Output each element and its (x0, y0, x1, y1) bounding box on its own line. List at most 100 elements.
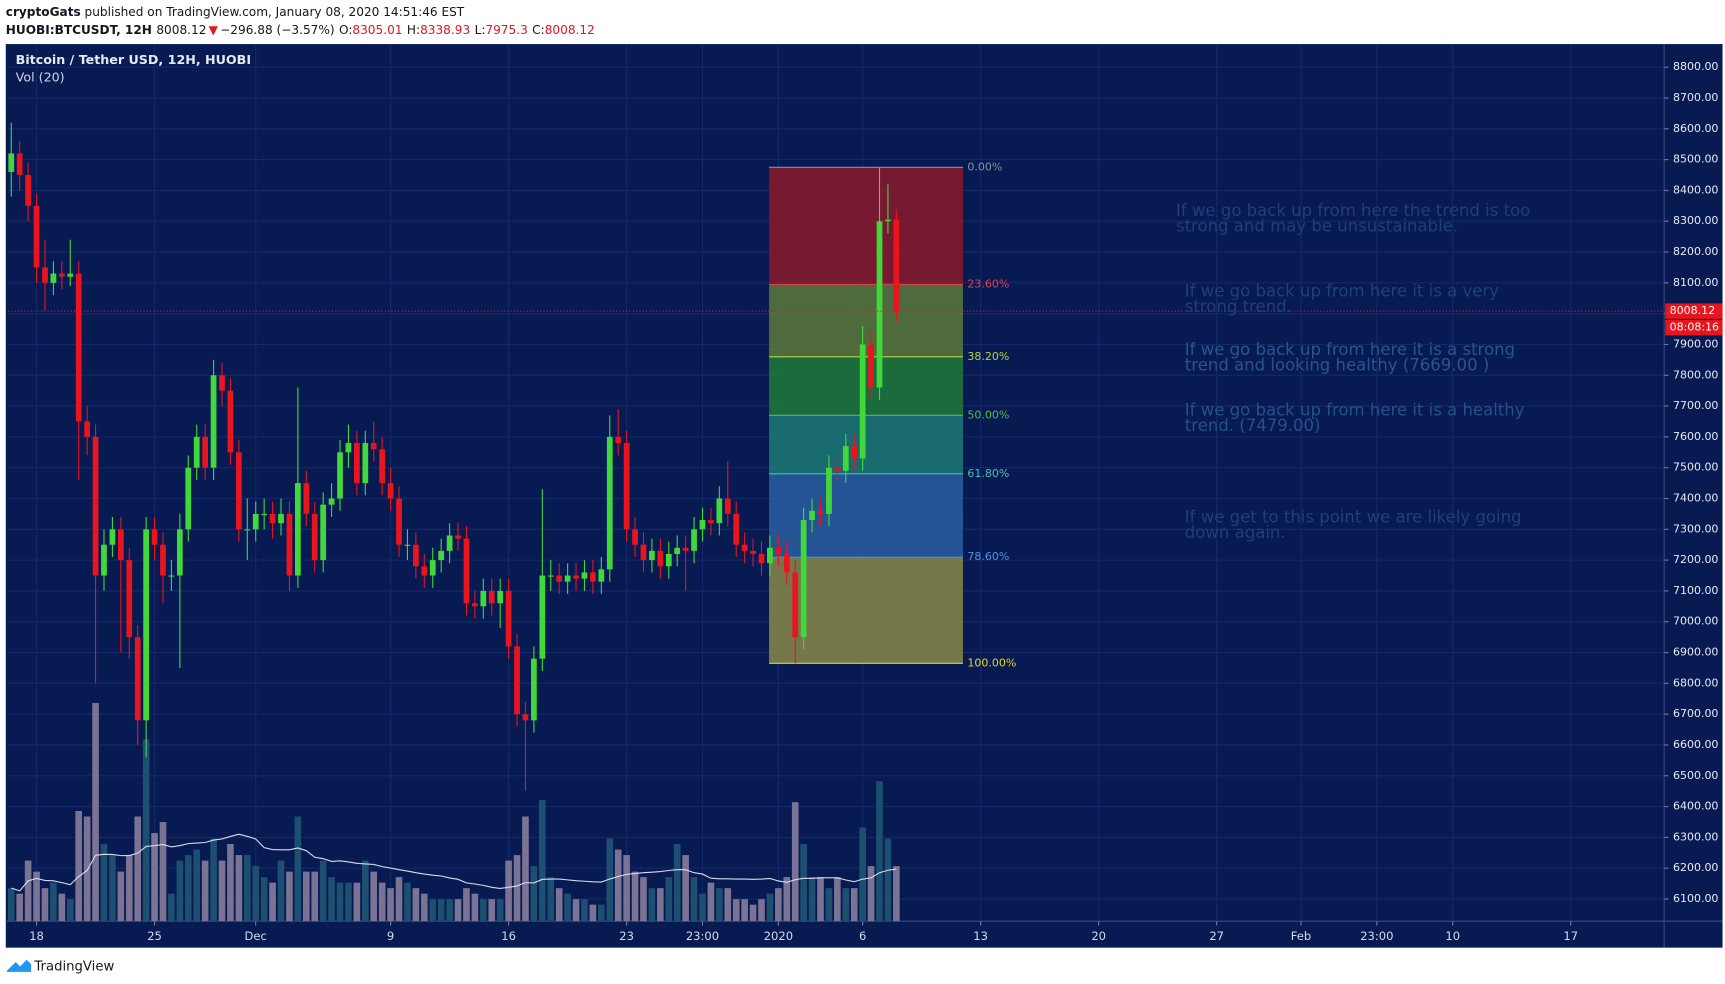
volume-bar (791, 802, 799, 922)
candle-body (606, 436, 613, 570)
volume-bar (24, 860, 32, 922)
candle-body (345, 443, 352, 453)
volume-bar (50, 882, 57, 922)
candle-body (354, 443, 360, 484)
volume-bar (606, 838, 614, 922)
candle-body (674, 547, 681, 554)
annotation: trend and looking healthy (7669.00 ) (1185, 355, 1489, 374)
volume-bar (539, 799, 546, 922)
candle-body (581, 572, 588, 579)
y-tick-label: 7000.00 (1673, 615, 1719, 628)
candle-body (67, 273, 74, 277)
volume-bar (159, 822, 167, 922)
x-tick-label: Dec (245, 929, 267, 943)
y-tick-label: 6600.00 (1673, 738, 1719, 751)
volume-bar (269, 882, 276, 922)
candle-body (531, 658, 537, 721)
volume-bar (530, 866, 538, 922)
candle-body (480, 590, 487, 607)
volume-bar (614, 849, 622, 922)
x-tick-label: 18 (29, 929, 44, 943)
volume-bar (471, 893, 479, 922)
volume-bar (109, 855, 116, 922)
candle-body (699, 520, 706, 530)
candle-body (92, 436, 99, 576)
candle-body (598, 569, 605, 582)
candle-body (590, 572, 596, 582)
volume-bar (859, 827, 866, 922)
volume-bar (496, 899, 504, 922)
volume-bar (555, 888, 563, 922)
change: −296.88 (−3.57%) (220, 22, 334, 36)
candle-body (640, 544, 647, 561)
volume-bar (328, 877, 335, 922)
candle-body (295, 483, 301, 576)
y-tick-label: 7600.00 (1673, 430, 1719, 443)
candle-body (859, 344, 866, 459)
volume-bar (463, 888, 470, 922)
candle-body (210, 375, 217, 468)
volume-bar (505, 860, 512, 922)
h-value: 8338.93 (420, 22, 470, 36)
y-tick-label: 6700.00 (1673, 707, 1719, 720)
candle-body (370, 443, 377, 450)
x-tick-label: 16 (501, 929, 516, 943)
annotation: If we go back up from here it is a healt… (1185, 401, 1525, 420)
plot: 0.00% 23.60% 38.20% 50.00% 61.80% 78.60% 100.0… (7, 122, 1723, 922)
volume-bar (75, 811, 83, 922)
candle-body (665, 553, 672, 567)
c-label: C: (532, 22, 545, 36)
candle-body (691, 529, 697, 551)
volume-bar (404, 882, 411, 922)
volume-bar (589, 904, 597, 922)
y-tick-label: 6100.00 (1673, 892, 1719, 905)
volume-bar (378, 882, 386, 922)
volume-bar (437, 899, 445, 922)
y-tick-label: 8400.00 (1673, 183, 1719, 196)
candle-body (143, 529, 149, 721)
volume-bar (7, 888, 15, 922)
candle-body (505, 590, 512, 647)
x-tick-label: Feb (1291, 929, 1311, 943)
fib-zone (769, 473, 963, 558)
volume-bar (876, 781, 883, 922)
volume-bar (218, 860, 226, 922)
volume-bar (741, 899, 748, 922)
volume-bar (665, 877, 673, 922)
candle-body (303, 483, 310, 514)
volume-bar (168, 893, 175, 922)
volume-bar (732, 899, 740, 922)
volume-bar (749, 904, 757, 922)
volume-bar (117, 871, 125, 922)
y-tick-label: 6800.00 (1673, 676, 1719, 689)
y-tick-label: 8200.00 (1673, 245, 1719, 258)
candle-body (404, 544, 411, 546)
fib-label: 78.60% (967, 550, 1009, 563)
y-tick-label: 8100.00 (1673, 276, 1719, 289)
volume-bar (92, 703, 99, 922)
candle-body (269, 513, 276, 524)
countdown-box (1665, 319, 1723, 336)
volume-bar (707, 882, 715, 922)
volume-bar (193, 849, 201, 922)
volume-bar (235, 855, 243, 922)
volume-bar (699, 893, 706, 922)
y-tick-label: 7300.00 (1673, 522, 1719, 535)
x-tick-label: 6 (859, 929, 866, 943)
fib-zone (769, 356, 963, 416)
candle-body (50, 273, 57, 283)
last-price-box (1665, 303, 1723, 319)
volume-bar (387, 888, 394, 922)
x-tick-label: 17 (1563, 929, 1578, 943)
y-tick-label: 7700.00 (1673, 399, 1719, 412)
volume-bar (184, 855, 192, 922)
annotation: If we go back up from here it is a very (1185, 282, 1499, 301)
volume-bar (598, 904, 605, 922)
y-tick-label: 6900.00 (1673, 646, 1719, 659)
volume-bar (631, 871, 639, 922)
candle-body (539, 575, 546, 659)
candle-body (109, 529, 116, 545)
y-tick-label: 7900.00 (1673, 337, 1719, 350)
volume-bar (16, 893, 23, 922)
o-value: 8305.01 (352, 22, 402, 36)
